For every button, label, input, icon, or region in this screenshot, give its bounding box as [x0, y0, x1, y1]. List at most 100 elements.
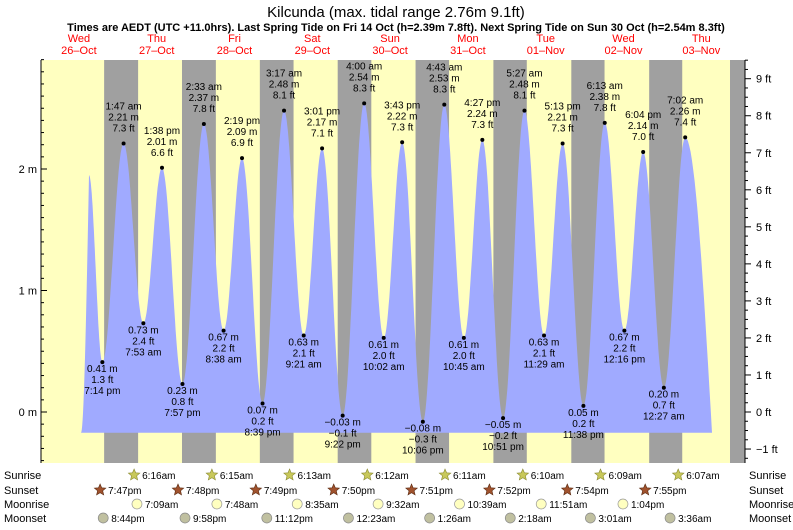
axes: 0 m 1 m 2 m −1 ft 0 ft 1 ft 2 ft 3 ft 4 ft 5 ft 6 …	[19, 59, 778, 463]
sunrise-icon	[438, 468, 452, 481]
sunrise-icon	[594, 468, 607, 481]
sunset-icon	[171, 483, 185, 496]
night-band-edge	[730, 60, 745, 463]
astro-time: 7:49pm	[264, 486, 297, 497]
tide-label: 4:00 am	[346, 61, 382, 72]
tide-label: 7:14 pm	[84, 386, 120, 397]
right-tick-label: 9 ft	[756, 74, 771, 86]
astro-time: 7:48pm	[186, 486, 219, 497]
tide-point	[240, 156, 245, 161]
tide-point	[683, 135, 688, 140]
tide-point	[100, 360, 105, 365]
chart-title: Kilcunda (max. tidal range 2.76m 9.1ft)	[267, 4, 525, 21]
tide-label: 0.63 m	[288, 337, 319, 348]
tide-label: 2.4 ft	[132, 336, 154, 347]
sunset-icon	[405, 483, 419, 496]
tide-label: 2.22 m	[387, 111, 418, 122]
tide-point	[141, 321, 146, 326]
tide-point	[581, 403, 586, 408]
tide-point	[282, 108, 287, 113]
moonrise-icon	[454, 498, 465, 510]
astro-time: 7:55pm	[653, 486, 686, 497]
tide-point	[560, 141, 565, 146]
tide-point	[381, 335, 386, 340]
tide-label: 0.2 ft	[572, 419, 594, 430]
tide-label: 1:38 pm	[144, 126, 180, 137]
astro-time: 8:35am	[305, 500, 338, 511]
tide-point	[340, 413, 345, 418]
moonrise-icon	[617, 498, 629, 510]
tide-label: 2.2 ft	[613, 344, 635, 355]
tide-point	[121, 141, 126, 146]
astro-time: 3:36am	[678, 514, 711, 525]
right-tick-label: 7 ft	[756, 148, 771, 160]
tide-label: 3:01 pm	[304, 106, 340, 117]
tide-label: 2.09 m	[227, 127, 258, 138]
moonset-icon	[97, 512, 109, 524]
astro-time: 11:12pm	[275, 514, 313, 525]
sunrise-icon	[205, 468, 219, 481]
right-tick-label: 4 ft	[756, 259, 771, 271]
astro-label-left: Sunset	[4, 485, 38, 497]
day-name: Thu	[692, 33, 711, 45]
right-tick-label: 2 ft	[756, 333, 771, 345]
sunset-icon	[482, 483, 496, 496]
tide-label: 8.3 ft	[433, 85, 455, 96]
tide-label: 9:21 am	[286, 359, 322, 370]
day-labels: Wed26–OctThu27–OctFri28–OctSat29–OctSun3…	[61, 33, 721, 57]
tide-label: 0.61 m	[368, 340, 399, 351]
day-date: 03–Nov	[682, 45, 720, 57]
astro-time: 7:48am	[225, 500, 258, 511]
tide-label: −0.2 ft	[489, 431, 517, 442]
tide-label: 0.23 m	[167, 386, 198, 397]
tide-point	[641, 149, 646, 154]
tide-point	[420, 419, 425, 424]
right-tick-label: 3 ft	[756, 296, 771, 308]
tide-label: 12:27 am	[643, 412, 685, 423]
tide-label: 0.7 ft	[653, 401, 675, 412]
tide-label: 0.63 m	[529, 337, 560, 348]
tide-label: 5:27 am	[506, 69, 542, 80]
tide-label: 10:02 am	[363, 362, 405, 373]
tide-label: 0.73 m	[128, 325, 159, 336]
tide-point	[400, 140, 405, 145]
tide-label: 8.3 ft	[353, 83, 375, 94]
tide-label: 7:57 pm	[164, 408, 200, 419]
tide-point	[461, 335, 466, 340]
tide-label: 0.41 m	[87, 364, 118, 375]
astro-time: 6:11am	[453, 471, 486, 482]
tide-label: 7.1 ft	[311, 128, 333, 139]
astro-time: 2:18am	[518, 514, 551, 525]
astro-rows: Sunrise Sunrise 6:16am 6:15am 6:13am 6:12am 6:…	[4, 468, 793, 525]
tide-label: 7.8 ft	[193, 104, 215, 115]
tide-label: −0.3 ft	[409, 435, 437, 446]
right-tick-label: 0 ft	[756, 407, 771, 419]
tide-label: 6:13 am	[587, 81, 623, 92]
day-name: Sat	[304, 33, 321, 45]
day-date: 27–Oct	[139, 45, 174, 57]
astro-time: 9:58pm	[193, 514, 226, 525]
day-name: Wed	[612, 33, 634, 45]
tide-label: 1.3 ft	[91, 375, 113, 386]
tide-label: 2.53 m	[429, 74, 460, 85]
astro-time: 12:23am	[356, 514, 395, 525]
tide-point	[180, 382, 185, 387]
tide-label: 5:13 pm	[545, 101, 581, 112]
moonrise-icon	[372, 498, 384, 510]
tide-label: 2.48 m	[509, 80, 540, 91]
sunset-icon	[249, 483, 263, 496]
right-tick-label: 5 ft	[756, 222, 771, 234]
moonset-icon	[179, 512, 191, 524]
tide-label: 3:43 pm	[384, 100, 420, 111]
tide-label: 0.07 m	[247, 405, 278, 416]
tide-label: 7.4 ft	[674, 117, 696, 128]
tide-label: 2.24 m	[467, 109, 498, 120]
astro-time: 7:09am	[145, 500, 178, 511]
sunset-icon	[327, 483, 341, 496]
tide-area	[81, 103, 712, 433]
tide-label: 9:22 pm	[325, 440, 361, 451]
chart-subtitle: Times are AEDT (UTC +11.0hrs). Last Spri…	[67, 22, 725, 34]
tide-label: 0.67 m	[208, 333, 239, 344]
astro-label-right: Sunrise	[749, 470, 786, 482]
